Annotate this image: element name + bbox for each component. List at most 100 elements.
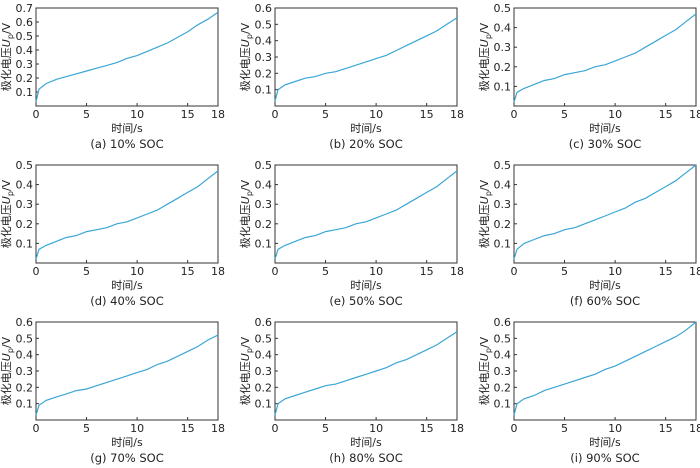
y-tick-label: 0.4 — [16, 349, 34, 362]
y-tick-label: 0.3 — [255, 365, 273, 378]
x-tick-label: 15 — [420, 265, 434, 278]
subplot-caption: (c) 30% SOC — [569, 137, 642, 151]
y-tick-label: 0.5 — [494, 332, 512, 345]
plot-frame — [35, 164, 219, 264]
x-tick-label: 15 — [420, 108, 434, 121]
y-tick-label: 0.2 — [16, 72, 34, 85]
x-axis-label: 时间/s — [589, 122, 621, 135]
y-axis-label: 极化电压Up/V — [0, 22, 15, 91]
series-line — [35, 11, 219, 102]
y-tick-label: 0.5 — [255, 159, 273, 172]
x-tick-label: 0 — [511, 108, 518, 121]
series-line — [513, 13, 697, 103]
series-line — [274, 17, 458, 102]
y-axis-label: 极化电压Up/V — [477, 22, 493, 91]
y-tick-label: 0.3 — [494, 41, 512, 54]
x-tick-label: 15 — [659, 422, 673, 435]
y-tick-label: 0.2 — [494, 218, 512, 231]
x-tick-label: 5 — [561, 265, 568, 278]
x-tick-label: 18 — [689, 265, 700, 278]
x-tick-label: 10 — [369, 108, 383, 121]
x-tick-label: 18 — [450, 422, 464, 435]
x-tick-label: 5 — [83, 265, 90, 278]
x-axis-label: 时间/s — [350, 122, 382, 135]
y-axis-label: 极化电压Up/V — [0, 336, 15, 405]
subplot-caption: (e) 50% SOC — [329, 294, 402, 308]
x-tick-label: 5 — [83, 422, 90, 435]
subplot-i: 0 5 10 15 18 0.1 0.2 0.3 0.4 0.5 0.6 时间/s (i) 90% SO… — [477, 316, 700, 465]
plot-frame — [513, 7, 697, 107]
x-tick-label: 18 — [450, 108, 464, 121]
y-tick-label: 0.1 — [16, 86, 34, 99]
x-tick-label: 18 — [211, 108, 225, 121]
x-tick-label: 15 — [659, 265, 673, 278]
y-tick-label: 0.5 — [255, 332, 273, 345]
subplot-c: 0 5 10 15 18 0.1 0.2 0.3 0.4 0.5 时间/s (c) 30% SOC 极化… — [477, 2, 700, 151]
subplot-b: 0 5 10 15 18 0.1 0.2 0.3 0.4 0.5 0.6 时间/s (b) 20% SO… — [238, 2, 464, 151]
y-tick-label: 0.4 — [494, 22, 512, 35]
y-tick-label: 0.6 — [494, 316, 512, 329]
x-tick-label: 5 — [561, 422, 568, 435]
y-tick-label: 0.2 — [255, 381, 273, 394]
x-tick-label: 0 — [33, 422, 40, 435]
y-tick-label: 0.5 — [494, 159, 512, 172]
y-tick-label: 0.3 — [255, 198, 273, 211]
subplot-caption: (f) 60% SOC — [570, 294, 640, 308]
series-line — [513, 164, 697, 260]
x-tick-label: 10 — [369, 265, 383, 278]
y-tick-label: 0.4 — [255, 349, 273, 362]
x-tick-label: 15 — [181, 265, 195, 278]
y-tick-label: 0.1 — [494, 237, 512, 250]
y-tick-label: 0.2 — [16, 381, 34, 394]
y-tick-label: 0.2 — [494, 61, 512, 74]
y-tick-label: 0.1 — [494, 398, 512, 411]
x-axis-label: 时间/s — [111, 279, 143, 292]
y-tick-label: 0.4 — [255, 35, 273, 48]
y-axis-label: 极化电压Up/V — [238, 336, 254, 405]
y-axis-label: 极化电压Up/V — [477, 179, 493, 248]
subplot-caption: (b) 20% SOC — [329, 137, 403, 151]
y-tick-label: 0.4 — [16, 44, 34, 57]
x-tick-label: 0 — [33, 265, 40, 278]
x-tick-label: 0 — [272, 265, 279, 278]
x-axis-label: 时间/s — [350, 436, 382, 449]
y-tick-label: 0.6 — [16, 316, 34, 329]
subplot-f: 0 5 10 15 18 0.1 0.2 0.3 0.4 0.5 时间/s (f) 60% SOC 极化… — [477, 159, 700, 308]
y-tick-label: 0.5 — [255, 18, 273, 31]
x-axis-label: 时间/s — [111, 122, 143, 135]
subplot-caption: (d) 40% SOC — [90, 294, 164, 308]
plot-frame — [274, 7, 458, 107]
y-tick-label: 0.4 — [255, 179, 273, 192]
x-tick-label: 10 — [369, 422, 383, 435]
x-tick-label: 18 — [450, 265, 464, 278]
y-tick-label: 0.2 — [16, 218, 34, 231]
subplot-caption: (h) 80% SOC — [329, 451, 403, 465]
y-tick-label: 0.3 — [16, 198, 34, 211]
x-tick-label: 10 — [130, 108, 144, 121]
x-tick-label: 18 — [211, 265, 225, 278]
y-tick-label: 0.6 — [255, 316, 273, 329]
x-tick-label: 0 — [33, 108, 40, 121]
y-tick-label: 0.5 — [16, 30, 34, 43]
x-tick-label: 0 — [272, 108, 279, 121]
y-tick-label: 0.5 — [494, 2, 512, 15]
y-tick-label: 0.1 — [255, 398, 273, 411]
plot-frame — [513, 164, 697, 264]
plot-frame — [513, 321, 697, 421]
x-tick-label: 10 — [608, 265, 622, 278]
y-tick-label: 0.3 — [16, 58, 34, 71]
x-tick-label: 5 — [561, 108, 568, 121]
x-tick-label: 18 — [689, 108, 700, 121]
subplot-caption: (i) 90% SOC — [570, 451, 639, 465]
subplot-h: 0 5 10 15 18 0.1 0.2 0.3 0.4 0.5 0.6 时间/s (h) 80% SO… — [238, 316, 464, 465]
series-line — [274, 331, 458, 416]
x-tick-label: 0 — [511, 422, 518, 435]
y-tick-label: 0.1 — [255, 84, 273, 97]
y-tick-label: 0.6 — [255, 2, 273, 15]
y-tick-label: 0.3 — [494, 365, 512, 378]
x-axis-label: 时间/s — [589, 436, 621, 449]
y-axis-label: 极化电压Up/V — [0, 179, 15, 248]
y-tick-label: 0.7 — [16, 2, 34, 15]
x-tick-label: 5 — [322, 265, 329, 278]
y-tick-label: 0.1 — [16, 398, 34, 411]
